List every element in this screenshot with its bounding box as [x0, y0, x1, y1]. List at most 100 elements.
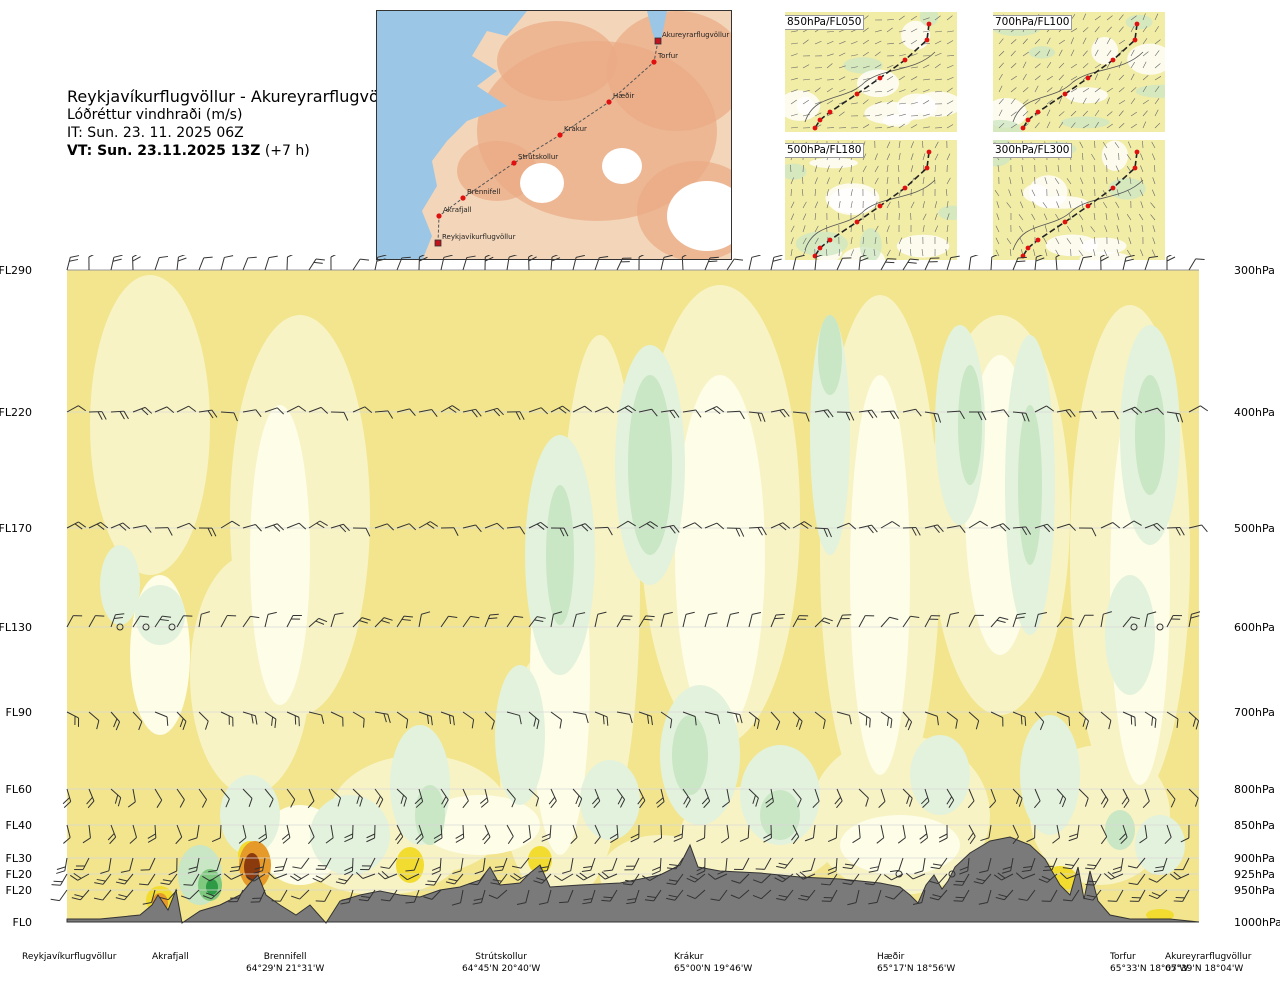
inset-wind-barb — [1067, 225, 1072, 233]
wind-barb — [704, 406, 725, 415]
wind-barb — [242, 711, 258, 725]
inset-waypoint-marker — [1020, 125, 1026, 131]
inset-wind-barb — [1094, 26, 1100, 33]
neutral-region — [250, 405, 310, 705]
inset-wind-barb — [850, 102, 858, 105]
inset-wind-barb — [910, 102, 918, 105]
wind-barb — [242, 788, 253, 807]
wind-barb — [533, 873, 552, 884]
wind-barb — [82, 824, 91, 844]
inset-wind-barb — [1130, 73, 1135, 81]
inset-waypoint-marker — [1035, 237, 1041, 243]
inset-wind-barb — [898, 89, 906, 93]
wind-barb — [223, 873, 244, 880]
inset-wind-barb — [1046, 87, 1053, 93]
wind-barb — [220, 711, 234, 727]
wind-barb — [330, 711, 344, 727]
wind-barb — [858, 524, 878, 534]
inset-wind-barb — [826, 165, 830, 173]
wind-barb — [418, 409, 438, 417]
wind-barb — [1056, 408, 1076, 418]
left-axis-tick-label: FL40 — [6, 819, 32, 832]
inset-wind-barb — [1130, 15, 1137, 21]
wind-barb — [726, 410, 745, 420]
wind-barb — [792, 411, 810, 422]
wind-barb — [642, 873, 662, 881]
inset-wind-barb — [1142, 51, 1149, 57]
wind-barb — [591, 788, 601, 809]
inset-wind-barb — [1046, 99, 1053, 105]
inset-wind-barb — [898, 123, 905, 129]
inset-wind-barb — [898, 141, 901, 149]
wind-barb — [100, 857, 112, 874]
inset-wind-barb — [850, 201, 853, 209]
inset-wind-barb — [946, 15, 953, 21]
inset-wind-barb — [898, 237, 903, 245]
wind-barb — [308, 520, 328, 529]
inset-field-patch — [795, 231, 848, 257]
wind-barb — [522, 824, 532, 844]
inset-waypoint-marker — [1110, 185, 1116, 191]
wind-barb — [550, 611, 563, 628]
wind-barb — [286, 255, 296, 271]
inset-wind-barb — [1079, 141, 1084, 149]
inset-wind-barb — [1034, 75, 1041, 81]
inset-wind-barb — [1021, 177, 1024, 185]
inset-wind-barb — [814, 87, 821, 93]
inset-field-patch — [856, 69, 900, 98]
inset-wind-barb — [1154, 13, 1159, 21]
wind-barb — [1026, 824, 1036, 843]
inset-wind-barb — [825, 249, 828, 257]
inset-wind-barb — [1078, 250, 1084, 257]
wind-barb — [445, 873, 464, 885]
inset-field-patch — [859, 228, 882, 260]
inset-wind-barb — [1046, 62, 1052, 69]
inset-wind-barb — [826, 237, 829, 245]
wind-barb — [880, 258, 897, 271]
inset-wind-barb — [998, 122, 1005, 129]
wind-barb — [154, 406, 175, 414]
inset-wind-barb — [1057, 165, 1060, 173]
inset-wind-barb — [1154, 76, 1162, 81]
wind-barb — [307, 824, 315, 845]
inset-wind-barb — [1127, 249, 1132, 257]
vertical-wind-cross-section: FL290 FL220 FL170 FL130 FL90 FL60 FL40 FL30 FL20… — [0, 255, 1280, 929]
inset-wind-barb — [1068, 213, 1072, 221]
inset-wind-barb — [1103, 249, 1108, 257]
wind-barb — [506, 255, 518, 271]
inset-wind-barb — [802, 213, 807, 221]
wind-barb — [666, 857, 684, 870]
inset-waypoint-marker — [1134, 21, 1140, 27]
inset-wind-barb — [1018, 214, 1024, 221]
map-waypoint-label: Hæðir — [613, 92, 634, 100]
inset-wind-barb — [946, 30, 954, 33]
wind-barb — [1078, 711, 1089, 730]
wind-barb — [814, 409, 834, 418]
inset-wind-barb — [874, 101, 882, 105]
inset-wind-barb — [1115, 201, 1120, 209]
inset-wind-barb — [790, 77, 798, 81]
inset-wind-barb — [802, 64, 810, 69]
inset-wind-barb — [1142, 75, 1149, 81]
station-label-akureyri: Akureyrarflugvöllur 65°39'N 18°04'W — [1165, 951, 1251, 975]
wind-barb — [88, 255, 98, 271]
station-name: Reykjavíkurflugvöllur — [22, 952, 117, 962]
wind-barb — [198, 409, 218, 419]
wind-barb — [682, 611, 695, 628]
wind-barb — [1100, 788, 1109, 808]
wind-barb — [814, 617, 833, 628]
wind-barb — [978, 889, 992, 905]
inset-wind-barb — [1154, 86, 1160, 93]
inset-wind-barb — [1105, 213, 1108, 221]
wind-barb — [506, 615, 524, 628]
wind-barb — [115, 889, 134, 901]
wind-barb — [1012, 711, 1027, 726]
inset-wind-barb — [922, 126, 930, 129]
inset-wind-barb — [910, 15, 918, 21]
wind-barb — [1034, 405, 1055, 413]
wind-barb — [264, 523, 285, 532]
inset-wind-barb — [946, 213, 950, 221]
weak-rise-region — [580, 760, 640, 840]
left-axis-tick-label: FL220 — [0, 406, 32, 419]
wind-barb — [847, 889, 860, 906]
